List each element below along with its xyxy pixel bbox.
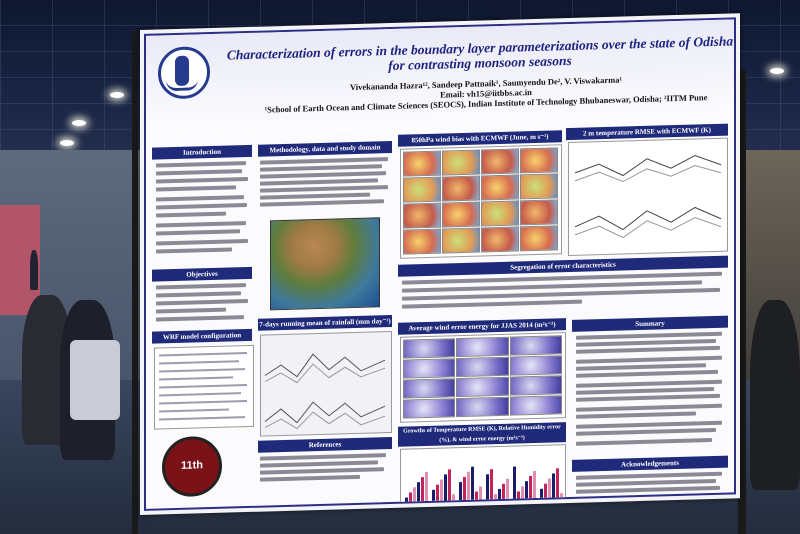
growth-bar	[529, 476, 532, 507]
wind-energy-tile	[456, 356, 509, 378]
summary-text	[576, 331, 726, 456]
wind-bias-tile	[481, 226, 519, 253]
wind-energy-tile	[403, 398, 456, 419]
temp-rmse-plot	[568, 137, 728, 257]
wind-energy-tile	[509, 375, 562, 396]
wind-bias-tile	[481, 174, 519, 201]
wind-bias-tile	[520, 173, 558, 200]
wind-energy-tile	[456, 336, 509, 358]
growth-bar	[552, 473, 555, 506]
visitor-person	[750, 300, 800, 490]
section-objectives: Objectives	[152, 266, 252, 282]
white-chair	[70, 340, 120, 420]
badge-text: 11th	[180, 459, 203, 472]
growth-bar	[521, 486, 524, 507]
growth-bar	[467, 471, 470, 508]
temp-rmse-lines	[574, 154, 722, 239]
ceiling-light	[60, 140, 74, 146]
growth-bar	[436, 484, 439, 509]
growth-bar	[417, 482, 420, 510]
segregation-equations	[402, 271, 726, 319]
wind-bias-tile	[442, 227, 480, 254]
growth-bar	[486, 474, 489, 508]
wind-energy-tile	[509, 395, 562, 416]
wind-energy-tile	[403, 338, 456, 359]
wind-energy-tile	[456, 376, 509, 398]
study-domain-map	[270, 217, 380, 311]
section-introduction: Introduction	[152, 144, 252, 160]
growth-bar	[525, 481, 528, 507]
growth-bar	[548, 478, 551, 506]
section-references: References	[258, 436, 392, 453]
wind-energy-tile	[403, 378, 456, 399]
growth-bar	[517, 491, 520, 507]
wind-energy-maps	[400, 332, 566, 423]
section-rainfall: 7-days running mean of rainfall (mm day⁻…	[258, 314, 392, 331]
growth-bar-charts	[400, 444, 566, 511]
growth-bar	[413, 487, 416, 510]
wind-bias-maps	[400, 144, 562, 259]
growth-bar	[459, 482, 462, 509]
section-methods: Methodology, data and study domain	[258, 140, 392, 157]
wind-bias-tile	[442, 175, 480, 202]
wind-bias-tile	[520, 199, 558, 226]
rainfall-lines	[264, 353, 386, 430]
growth-bar	[502, 483, 505, 507]
wind-bias-tile	[481, 200, 519, 227]
wind-energy-tile	[403, 358, 456, 379]
wind-bias-tile	[520, 147, 558, 174]
growth-bar	[425, 471, 428, 510]
ceiling-light	[770, 68, 784, 74]
growth-bar	[448, 469, 451, 509]
conference-badge: 11th	[162, 435, 222, 498]
growth-bar	[506, 478, 509, 507]
section-growth: Growths of Temperature RMSE (K), Relativ…	[398, 422, 566, 447]
growth-bar	[432, 489, 435, 509]
wind-energy-tile	[509, 335, 562, 356]
references-text	[260, 453, 390, 487]
growth-bar	[463, 476, 466, 508]
wind-energy-tile	[509, 355, 562, 376]
acknowledgements-text	[576, 471, 726, 502]
ceiling-light	[110, 92, 124, 98]
poster: Characterization of errors in the bounda…	[144, 17, 736, 511]
ceiling-light	[72, 120, 86, 126]
introduction-text	[156, 161, 250, 264]
wind-bias-tile	[403, 202, 441, 229]
growth-bar	[444, 474, 447, 509]
growth-bar	[544, 483, 547, 506]
section-summary: Summary	[572, 315, 728, 332]
growth-bar	[409, 492, 412, 510]
methods-text	[260, 157, 390, 217]
objectives-text	[156, 283, 250, 326]
growth-bar	[556, 468, 559, 506]
growth-bar	[479, 486, 482, 508]
rainfall-plot	[260, 330, 392, 437]
wind-bias-tile	[403, 228, 441, 255]
wind-bias-tile	[442, 149, 480, 176]
growth-bar	[440, 479, 443, 509]
growth-bar	[471, 466, 474, 508]
growth-bar	[498, 488, 501, 508]
growth-bar	[421, 477, 424, 510]
board-stand-right	[738, 70, 746, 534]
growth-bar	[475, 491, 478, 508]
standing-person	[30, 250, 38, 290]
growth-bar	[452, 494, 455, 509]
wind-energy-tile	[456, 396, 509, 418]
wind-bias-tile	[520, 225, 558, 252]
wind-bias-tile	[403, 150, 441, 177]
growth-bar	[540, 488, 543, 506]
poster-board: Characterization of errors in the bounda…	[140, 13, 740, 516]
wind-bias-tile	[403, 176, 441, 203]
wind-bias-tile	[442, 201, 480, 228]
growth-bar	[533, 470, 536, 507]
growth-bar	[490, 469, 493, 508]
board-stand-left	[132, 30, 138, 534]
wind-bias-tile	[481, 148, 519, 175]
wrf-config-table	[154, 344, 254, 430]
growth-bar	[513, 466, 516, 507]
section-wrf-config: WRF model configuration	[152, 328, 252, 344]
section-acknowledgements: Acknowledgements	[572, 455, 728, 472]
